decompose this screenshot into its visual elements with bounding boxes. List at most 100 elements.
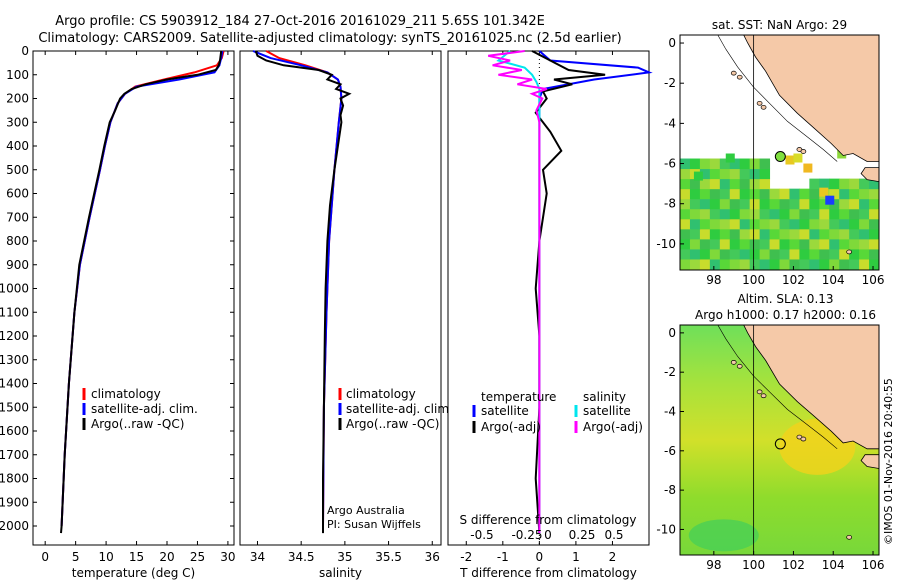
x-tick-label: 104 bbox=[822, 558, 845, 572]
sst-cell bbox=[709, 158, 721, 170]
sst-cell bbox=[739, 218, 751, 230]
series-line bbox=[60, 50, 223, 534]
y-tick-label: 1500 bbox=[0, 400, 29, 414]
y-tick-label: 900 bbox=[6, 258, 29, 272]
legend-label: Argo(..raw -QC) bbox=[346, 417, 439, 431]
sst-cell bbox=[719, 218, 731, 230]
sst-cell bbox=[809, 218, 820, 230]
sla-low-anomaly bbox=[688, 519, 759, 552]
sst-cell bbox=[739, 158, 751, 170]
sst-cell bbox=[869, 188, 879, 200]
sst-cell bbox=[799, 238, 810, 250]
sst-cell bbox=[719, 168, 731, 180]
sst-cell bbox=[839, 258, 850, 270]
sst-cell bbox=[859, 218, 870, 230]
sst-cell bbox=[719, 238, 731, 250]
y-tick-label: 500 bbox=[6, 163, 29, 177]
sst-cell bbox=[849, 198, 860, 210]
sst-cell bbox=[719, 258, 731, 270]
sst-cell bbox=[819, 178, 830, 190]
sst-cell bbox=[829, 228, 840, 240]
x-tick-label: 25 bbox=[190, 550, 205, 564]
y-tick-label: 1600 bbox=[0, 424, 29, 438]
sst-cell bbox=[709, 178, 721, 190]
sst-cell bbox=[719, 188, 731, 200]
x-tick-label: 35.5 bbox=[375, 550, 402, 564]
sst-cell bbox=[859, 238, 870, 250]
y-tick-label: -6 bbox=[664, 444, 676, 458]
sst-cell bbox=[849, 218, 860, 230]
legend-label: Argo(-adj) bbox=[583, 420, 643, 434]
sst-cell bbox=[819, 218, 830, 230]
sst-cell bbox=[829, 218, 840, 230]
sst-cell bbox=[799, 248, 810, 260]
sst-cell bbox=[789, 238, 800, 250]
island bbox=[736, 74, 743, 80]
island bbox=[760, 393, 767, 399]
sst-cell bbox=[729, 248, 741, 260]
x-tick-label: 15 bbox=[129, 550, 144, 564]
sst-cell bbox=[779, 228, 790, 240]
sst-cell bbox=[729, 188, 741, 200]
plot-frame bbox=[239, 50, 442, 546]
sst-cell bbox=[789, 188, 800, 200]
x-tick-label: 1 bbox=[572, 550, 580, 564]
sst-cell bbox=[869, 208, 879, 220]
sst-cell bbox=[689, 258, 701, 270]
map-frame bbox=[679, 324, 880, 556]
x-tick-label: 98 bbox=[706, 558, 721, 572]
sst-cell bbox=[869, 228, 879, 240]
sst-cell bbox=[739, 188, 751, 200]
sst-cell bbox=[779, 208, 790, 220]
sst-cell bbox=[729, 168, 741, 180]
sst-cell bbox=[729, 218, 741, 230]
sst-cell bbox=[739, 248, 751, 260]
legend-label: satellite bbox=[481, 404, 529, 418]
x-tick-label: -2 bbox=[460, 550, 472, 564]
map-title: sat. SST: NaN Argo: 29 bbox=[712, 18, 847, 32]
sst-cell bbox=[759, 248, 771, 260]
sst-cell bbox=[729, 198, 741, 210]
sst-cell bbox=[739, 238, 751, 250]
map-content bbox=[680, 325, 879, 555]
x-axis-label: salinity bbox=[319, 566, 362, 580]
sst-cell bbox=[799, 208, 810, 220]
sst-cell bbox=[749, 208, 761, 220]
y-tick-label: 600 bbox=[6, 187, 29, 201]
sst-cell bbox=[849, 188, 860, 200]
y-tick-label: 200 bbox=[6, 92, 29, 106]
y-tick-label: -2 bbox=[664, 365, 676, 379]
sst-cell bbox=[809, 228, 820, 240]
y-tick-label: -2 bbox=[664, 76, 676, 90]
sst-cell bbox=[689, 248, 701, 260]
sst-cell bbox=[689, 198, 701, 210]
sst-cell bbox=[749, 248, 761, 260]
sst-cell bbox=[749, 228, 761, 240]
map-title: Altim. SLA: 0.13 bbox=[737, 292, 833, 306]
sst-cell bbox=[839, 208, 850, 220]
sst-cell bbox=[689, 218, 701, 230]
y-tick-label: -6 bbox=[664, 157, 676, 171]
legend-label: climatology bbox=[346, 387, 416, 401]
sst-cell bbox=[789, 218, 800, 230]
sst-cell bbox=[819, 258, 830, 270]
sst-cell bbox=[749, 258, 761, 270]
sst-cell bbox=[849, 228, 860, 240]
sst-cell bbox=[680, 178, 691, 190]
sst-cell bbox=[809, 188, 820, 200]
x-tick-label: 2 bbox=[609, 550, 617, 564]
sst-cell bbox=[699, 258, 711, 270]
island bbox=[756, 100, 763, 106]
sst-cell bbox=[699, 238, 711, 250]
legend-label: satellite-adj. clim. bbox=[91, 402, 198, 416]
sst-cell bbox=[725, 153, 735, 163]
island bbox=[736, 363, 743, 369]
sst-cell bbox=[680, 218, 691, 230]
island bbox=[730, 360, 737, 365]
sst-cell bbox=[819, 198, 830, 210]
sst-cell bbox=[869, 248, 879, 260]
sst-cell bbox=[719, 228, 731, 240]
sst-cell bbox=[799, 218, 810, 230]
sst-cell bbox=[709, 238, 721, 250]
sst-cell bbox=[739, 178, 751, 190]
